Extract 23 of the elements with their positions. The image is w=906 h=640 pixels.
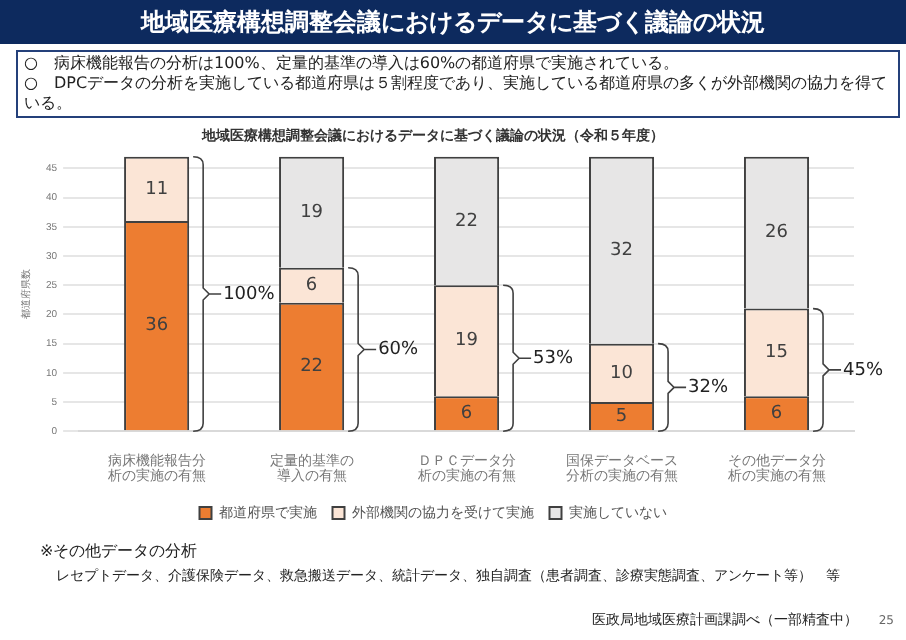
annotation: 45% — [843, 360, 884, 381]
data-label: 6 — [305, 275, 318, 296]
annotation: 32% — [688, 378, 729, 399]
data-label: 26 — [765, 223, 789, 244]
data-label: 10 — [610, 363, 634, 384]
chart-title: 地域医療構想調整会議におけるデータに基づく議論の状況 — [0, 0, 906, 44]
annotation: 60% — [378, 340, 420, 361]
data-label: 6 — [770, 403, 783, 424]
text: ※その他データの分析 — [40, 540, 198, 562]
annotation: 53% — [533, 348, 575, 369]
data-label: 15 — [765, 343, 788, 364]
data-label: 11 — [145, 179, 169, 200]
data-label: 19 — [455, 331, 479, 352]
data-label: 5 — [615, 406, 628, 427]
text: ○ DPCデータの分析を実施している都道府県は５割程度であり、実施している都道府県の多くが外部機関の協力を得ている。 — [24, 74, 890, 114]
data-label: 36 — [145, 316, 169, 337]
data-label: 19 — [300, 202, 324, 223]
data-label: 32 — [610, 240, 633, 261]
data-label: 22 — [455, 211, 479, 232]
data-label: 6 — [460, 403, 473, 424]
text: ○ 病床機能報告の分析は100%、定量的基準の導入は60%の都道府県で実施されている。 — [24, 54, 682, 74]
data-label: 22 — [300, 357, 324, 378]
annotation: 100% — [223, 284, 276, 305]
